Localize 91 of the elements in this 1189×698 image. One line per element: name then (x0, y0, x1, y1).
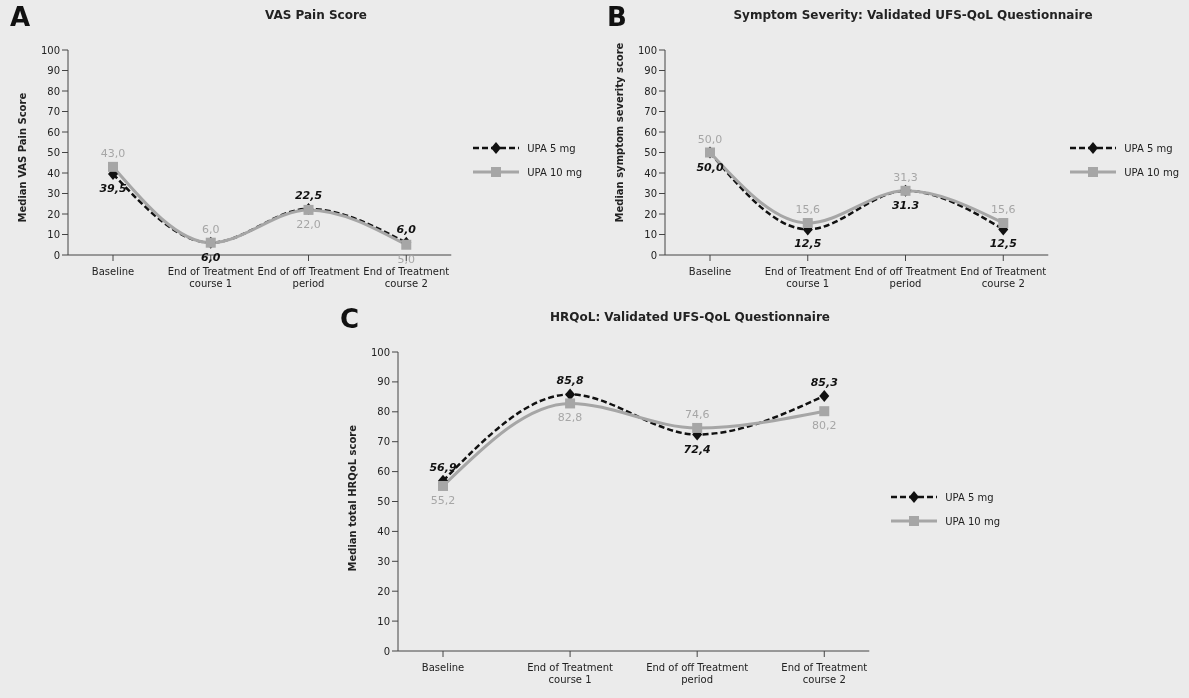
point (692, 422, 703, 433)
data-label: 80,2 (812, 419, 837, 433)
y-tick-label: 20 (47, 208, 60, 220)
legend-label: UPA 10 mg (945, 515, 1000, 527)
data-label: 12,5 (989, 237, 1018, 251)
data-label: 6,0 (202, 222, 220, 236)
y-tick-label: 90 (47, 65, 60, 77)
y-tick-label: 10 (644, 229, 657, 241)
x-tick-label: End of Treatment course 1 (167, 266, 254, 289)
chart-title: HRQoL: Validated UFS-QoL Questionnaire (549, 310, 831, 324)
y-tick-label: 0 (53, 249, 60, 261)
y-tick-label: 80 (644, 85, 657, 97)
y-tick-label: 50 (644, 147, 657, 159)
point (108, 161, 118, 172)
y-tick-label: 100 (40, 44, 60, 56)
y-axis-title: Median total HRQoL score (346, 424, 358, 572)
y-tick-label: 90 (377, 376, 390, 388)
data-label: 6,0 (396, 222, 417, 236)
data-label: 5,0 (397, 252, 416, 266)
x-tick-label: Baseline (688, 266, 732, 277)
data-label: 85,8 (556, 374, 584, 388)
y-tick-label: 30 (47, 188, 60, 200)
point (819, 389, 830, 402)
x-tick-label: End of Treatment course 1 (764, 266, 851, 289)
data-label: 22,5 (294, 188, 323, 202)
y-tick-label: 60 (47, 126, 60, 138)
legend-label: UPA 5 mg (1124, 142, 1173, 154)
chart-title: Symptom Severity: Validated UFS-QoL Questionnaire (732, 8, 1094, 22)
x-tick-label: End of Treatment course 2 (781, 662, 868, 685)
y-tick-label: 100 (637, 44, 657, 56)
y-tick-label: 70 (377, 436, 390, 448)
y-tick-label: 20 (644, 208, 657, 220)
y-tick-label: 90 (644, 65, 657, 77)
y-tick-label: 70 (47, 106, 60, 118)
data-label: 55,2 (430, 493, 456, 507)
data-label: 72,4 (683, 442, 711, 456)
y-tick-label: 10 (47, 229, 60, 241)
y-tick-label: 20 (377, 585, 390, 597)
data-label: 39,5 (99, 182, 127, 196)
x-tick-label: End of Treatment course 2 (960, 266, 1047, 289)
x-tick-label: End of off Treatment period (854, 266, 957, 289)
point (565, 398, 576, 409)
data-label: 43,0 (100, 146, 126, 160)
x-tick-label: End of off Treatment period (646, 662, 749, 685)
data-label: 15,6 (795, 203, 821, 217)
data-label: 85,3 (810, 375, 839, 389)
x-tick-label: End of Treatment course 2 (363, 266, 450, 289)
y-tick-label: 40 (644, 167, 657, 179)
y-tick-label: 10 (377, 615, 390, 627)
x-tick-label: End of off Treatment period (257, 266, 360, 289)
y-tick-label: 30 (377, 555, 390, 567)
y-tick-label: 80 (47, 85, 60, 97)
data-label: 22,0 (296, 217, 321, 231)
y-tick-label: 0 (650, 249, 657, 261)
data-label: 56,9 (429, 460, 457, 474)
data-label: 82,8 (557, 411, 583, 425)
y-tick-label: 0 (383, 645, 390, 657)
x-tick-label: Baseline (91, 266, 135, 277)
legend-label: UPA 5 mg (527, 142, 576, 154)
data-label: 50,0 (697, 132, 723, 146)
y-tick-label: 80 (377, 406, 390, 418)
text: B (607, 2, 627, 32)
y-tick-label: 50 (47, 147, 60, 159)
data-label: 31.3 (891, 198, 920, 212)
point (998, 218, 1009, 229)
legend-label: UPA 10 mg (527, 166, 582, 178)
y-axis-title: Median symptom severity score (613, 42, 625, 223)
y-tick-label: 30 (644, 188, 657, 200)
y-tick-label: 70 (644, 106, 657, 118)
y-axis-title: Median VAS Pain Score (16, 92, 28, 223)
point (802, 218, 813, 229)
data-label: 15,6 (991, 203, 1016, 217)
legend-label: UPA 10 mg (1124, 166, 1179, 178)
point (819, 406, 830, 417)
y-tick-label: 100 (370, 346, 390, 358)
x-tick-label: Baseline (421, 662, 465, 673)
data-label: 12,5 (794, 237, 822, 251)
data-label: 74,6 (684, 407, 710, 421)
point (438, 480, 448, 491)
y-tick-label: 50 (377, 496, 390, 508)
chart-title: VAS Pain Score (263, 8, 368, 22)
text: A (10, 2, 31, 32)
data-label: 50,0 (696, 160, 724, 174)
legend-label: UPA 5 mg (945, 491, 994, 503)
y-tick-label: 40 (47, 167, 60, 179)
data-label: 31,3 (893, 170, 918, 184)
y-tick-label: 60 (377, 466, 390, 478)
y-tick-label: 40 (377, 525, 390, 537)
y-tick-label: 60 (644, 126, 657, 138)
x-tick-label: End of Treatment course 1 (527, 662, 614, 685)
text: C (340, 304, 360, 334)
